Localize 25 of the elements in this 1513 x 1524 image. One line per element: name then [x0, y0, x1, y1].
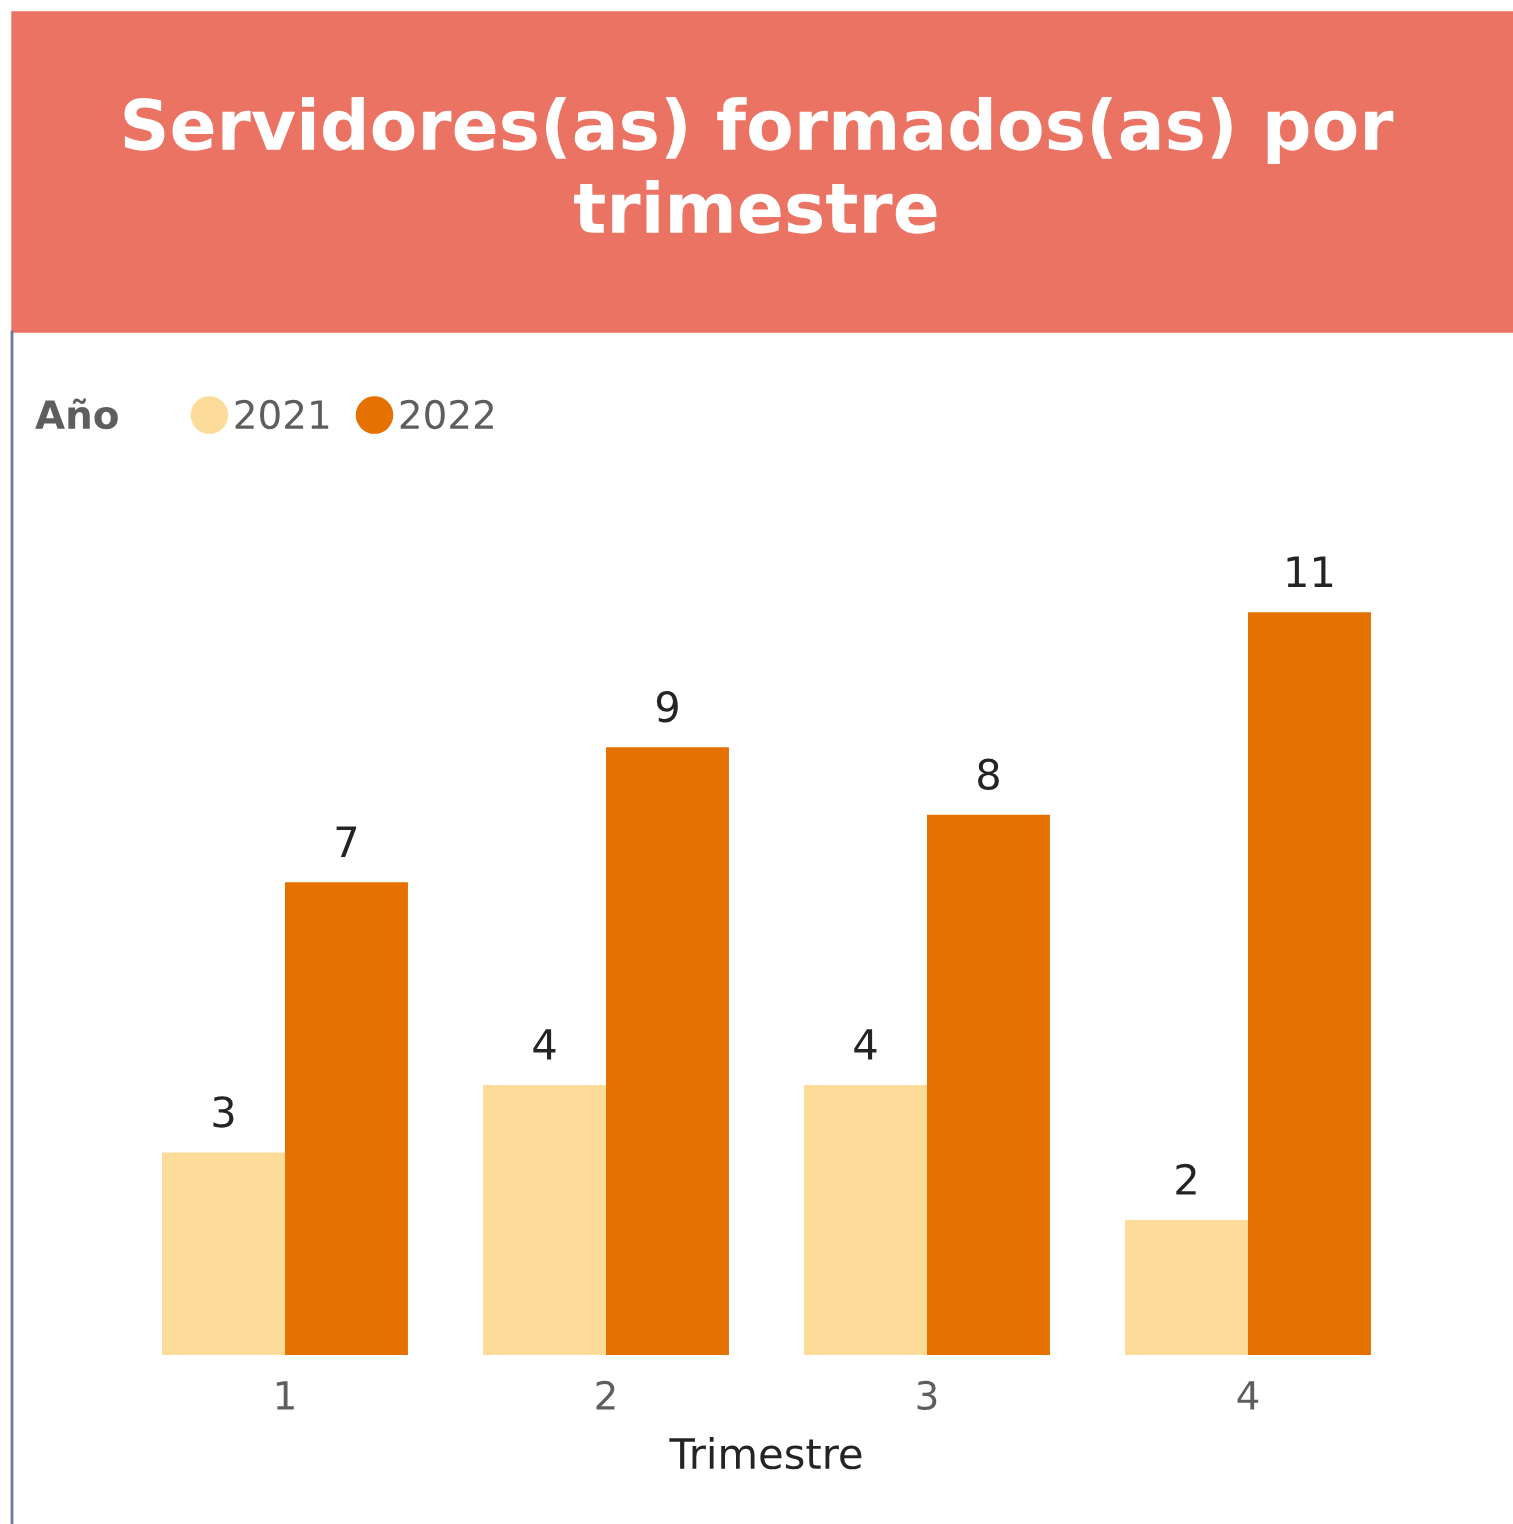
data-label: 4 [533, 1029, 556, 1060]
data-label: 3 [213, 1096, 234, 1128]
bar [804, 1084, 927, 1355]
data-label: 4 [854, 1029, 877, 1060]
legend-label: 2021 [235, 399, 329, 430]
data-label: 9 [656, 691, 678, 723]
bar [606, 747, 729, 1355]
data-label: 7 [336, 826, 357, 857]
bar [483, 1084, 606, 1355]
chart-title: Servidores(as) formados(as) por trimestre [124, 96, 1394, 234]
bar [1248, 612, 1371, 1355]
data-label: 11 [1287, 556, 1333, 587]
x-tick-label: 4 [1237, 1381, 1259, 1410]
x-tick-label: 2 [596, 1380, 615, 1410]
legend-title: Año [35, 398, 118, 430]
legend-label: 2022 [400, 399, 493, 430]
x-tick-label: 1 [276, 1381, 294, 1410]
bar [927, 814, 1050, 1355]
bar [162, 1152, 285, 1355]
bar [285, 882, 408, 1355]
x-tick-label: 3 [917, 1380, 937, 1411]
data-label: 2 [1176, 1163, 1196, 1195]
x-axis-title: Trimestre [669, 1437, 862, 1470]
data-label: 8 [978, 758, 999, 791]
bar [1125, 1219, 1248, 1355]
